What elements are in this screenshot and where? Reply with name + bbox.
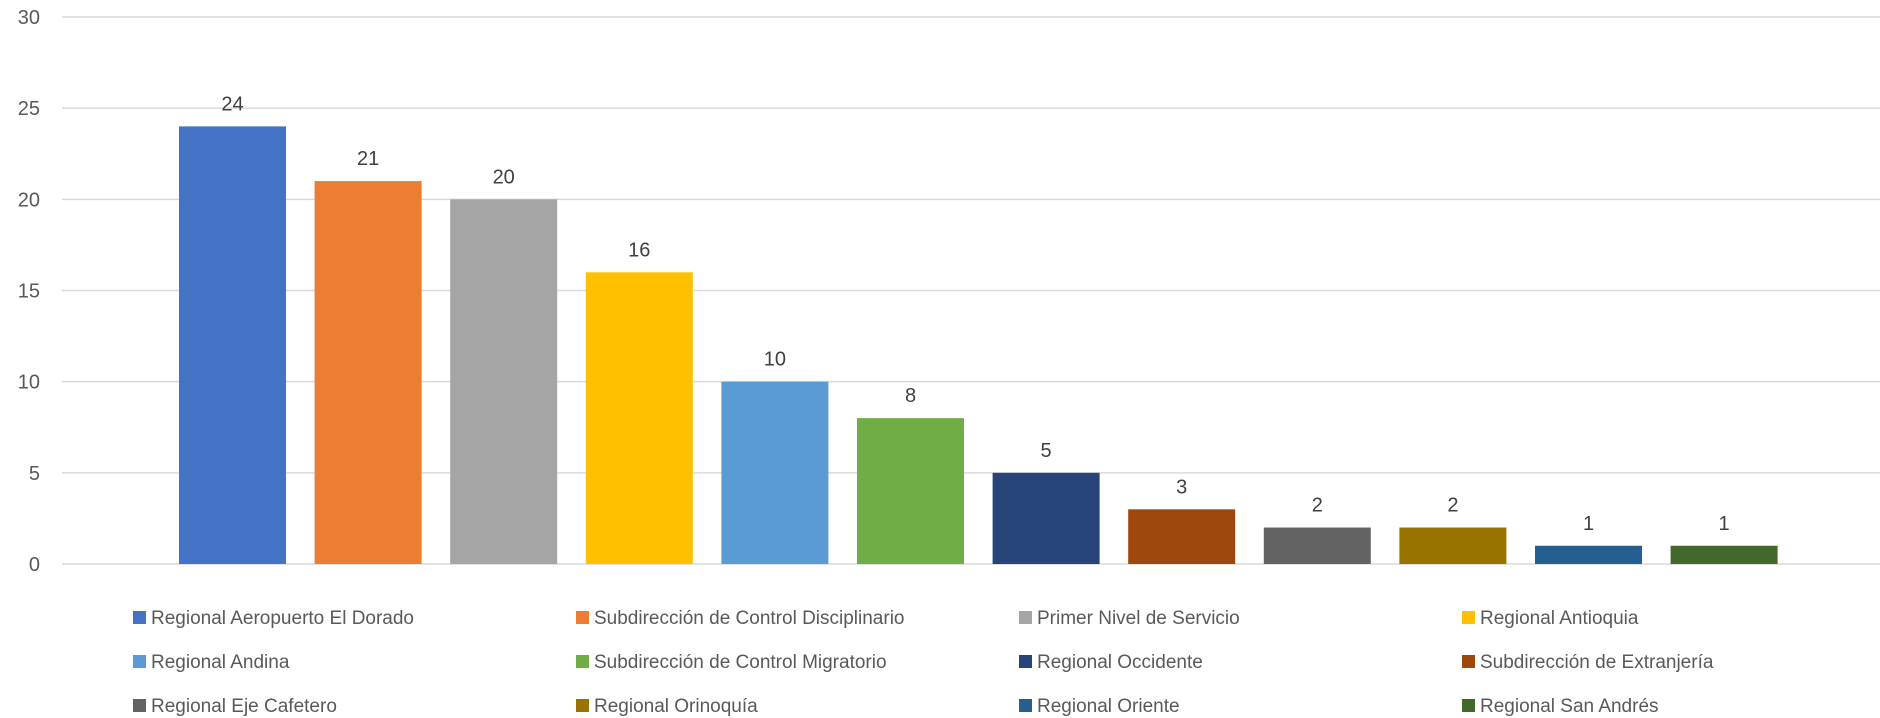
y-tick-label: 25 xyxy=(18,98,40,120)
data-label: 21 xyxy=(357,148,379,170)
y-axis-ticks: 0 5 10 15 20 25 30 xyxy=(18,7,40,576)
y-tick-label: 5 xyxy=(29,463,40,485)
legend-swatch xyxy=(1462,655,1475,668)
bar xyxy=(1399,527,1507,564)
legend-item: Regional San Andrés xyxy=(1462,696,1659,717)
data-label: 5 xyxy=(1041,440,1052,462)
legend-label: Regional Oriente xyxy=(1037,696,1180,717)
legend-label: Regional Occidente xyxy=(1037,652,1203,673)
legend-item: Regional Orinoquía xyxy=(576,696,758,717)
legend-item: Regional Antioquia xyxy=(1462,608,1639,629)
data-label: 10 xyxy=(764,349,786,371)
y-tick-label: 15 xyxy=(18,281,40,303)
bar xyxy=(1128,509,1236,564)
legend-swatch xyxy=(1462,611,1475,624)
legend-swatch xyxy=(133,655,146,668)
legend-item: Regional Eje Cafetero xyxy=(133,696,337,717)
legend-item: Regional Aeropuerto El Dorado xyxy=(133,608,414,629)
bar xyxy=(1670,545,1778,564)
data-label: 1 xyxy=(1583,513,1594,535)
y-tick-label: 20 xyxy=(18,189,40,211)
legend-item: Subdirección de Control Disciplinario xyxy=(576,608,905,629)
data-label: 2 xyxy=(1447,495,1458,517)
legend-swatch xyxy=(1019,611,1032,624)
legend-item: Regional Andina xyxy=(133,652,290,673)
legend-swatch xyxy=(1462,699,1475,712)
legend-swatch xyxy=(133,699,146,712)
legend-label: Subdirección de Extranjería xyxy=(1480,652,1714,673)
legend-swatch xyxy=(576,611,589,624)
legend: Regional Aeropuerto El Dorado Subdirecció… xyxy=(133,608,1714,717)
data-label: 2 xyxy=(1312,495,1323,517)
legend-item: Subdirección de Extranjería xyxy=(1462,652,1714,673)
bar xyxy=(1263,527,1371,564)
data-label: 16 xyxy=(628,239,650,261)
y-tick-label: 0 xyxy=(29,554,40,576)
legend-item: Regional Occidente xyxy=(1019,652,1203,673)
legend-label: Regional Eje Cafetero xyxy=(151,696,337,717)
bar xyxy=(992,472,1100,564)
legend-item: Subdirección de Control Migratorio xyxy=(576,652,887,673)
legend-label: Subdirección de Control Migratorio xyxy=(594,652,887,673)
legend-item: Regional Oriente xyxy=(1019,696,1180,717)
bars xyxy=(179,126,1778,565)
legend-swatch xyxy=(133,611,146,624)
legend-label: Regional Antioquia xyxy=(1480,608,1639,629)
legend-label: Regional San Andrés xyxy=(1480,696,1659,717)
legend-label: Regional Andina xyxy=(151,652,290,673)
bar xyxy=(1535,545,1642,564)
data-label: 24 xyxy=(221,93,243,115)
data-label: 8 xyxy=(905,385,916,407)
legend-swatch xyxy=(576,699,589,712)
legend-swatch xyxy=(576,655,589,668)
bar xyxy=(450,199,558,565)
legend-label: Regional Orinoquía xyxy=(594,696,758,717)
bar xyxy=(857,418,964,564)
data-label: 1 xyxy=(1719,513,1730,535)
legend-label: Subdirección de Control Disciplinario xyxy=(594,608,905,629)
y-tick-label: 30 xyxy=(18,7,40,29)
bar xyxy=(179,126,286,565)
legend-item: Primer Nivel de Servicio xyxy=(1019,608,1240,629)
legend-label: Primer Nivel de Servicio xyxy=(1037,608,1240,629)
data-label: 20 xyxy=(493,166,515,188)
y-tick-label: 10 xyxy=(18,372,40,394)
bar xyxy=(585,272,693,564)
legend-label: Regional Aeropuerto El Dorado xyxy=(151,608,414,629)
data-label: 3 xyxy=(1176,476,1187,498)
legend-swatch xyxy=(1019,699,1032,712)
bar xyxy=(721,381,829,564)
bar xyxy=(314,181,422,564)
legend-swatch xyxy=(1019,655,1032,668)
